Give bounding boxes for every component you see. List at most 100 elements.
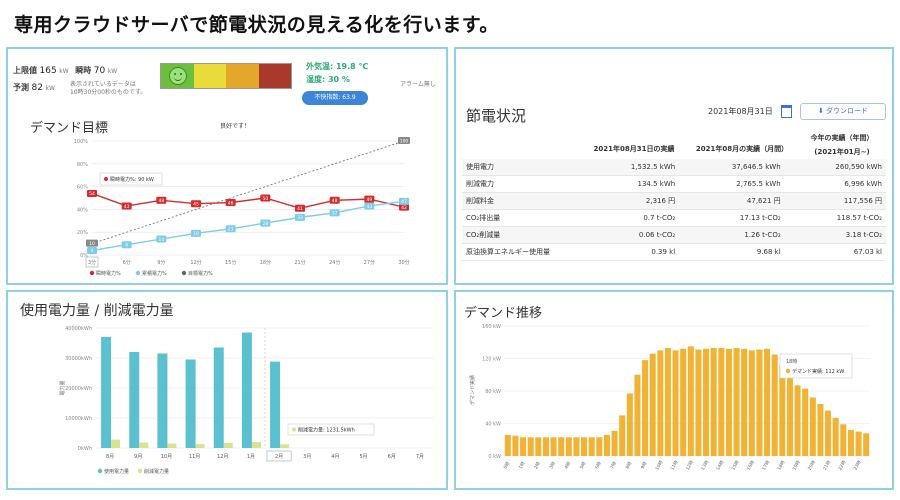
demand-bar	[725, 348, 732, 456]
x-tick-label: 9時	[640, 460, 649, 470]
x-tick-label: 11月	[189, 454, 200, 460]
saving-status-title: 節電状況	[466, 107, 527, 125]
demand-bar	[603, 434, 610, 456]
data-label: 28	[262, 221, 268, 227]
x-tick-label: 14時	[715, 459, 726, 471]
data-point	[87, 189, 97, 197]
level-good	[161, 64, 194, 88]
x-tick-label: 6時	[594, 460, 603, 470]
x-tick-label: 17時	[761, 459, 772, 471]
y-tick-label: 40%	[77, 207, 88, 213]
table-row: 削減電力 134.5 kWh 2,765.5 kWh 6,996 kWh	[462, 175, 886, 193]
demand-bar	[695, 349, 702, 456]
usage-bar	[213, 347, 224, 448]
cell-year: 3.18 t-CO₂	[784, 226, 886, 244]
tooltip-box	[287, 423, 375, 436]
saving-status-panel: 節電状況 2021年08月31日 ⬇ ダウンロード 2021年08月31日の実績…	[454, 47, 894, 285]
demand-bar	[794, 385, 801, 456]
y-tick-label: 60%	[77, 185, 88, 191]
demand-bar	[718, 347, 725, 456]
y-tick-label: 0 kW	[488, 454, 501, 460]
instant-value: 70	[93, 66, 106, 76]
demand-bar	[504, 434, 511, 456]
cell-label: 原油換算エネルギー使用量	[462, 243, 582, 261]
header-year-range: (2021年01月~)	[814, 148, 870, 156]
y-tick-label: 30000kWh	[65, 356, 92, 362]
upper-limit-label: 上限値	[13, 66, 37, 75]
forecast: 予測 82 kW	[13, 82, 55, 93]
table-row: 使用電力 1,532.5 kWh 37,646.5 kWh 260,590 kWh	[462, 159, 886, 176]
data-point	[295, 213, 305, 221]
x-tick-label: 15時	[731, 459, 742, 471]
data-point	[156, 196, 167, 204]
data-point	[364, 202, 375, 210]
x-tick-label: 5月	[359, 454, 367, 460]
date-picker[interactable]: 2021年08月31日	[708, 105, 793, 118]
demand-bar	[802, 388, 809, 456]
cell-label: 削減料金	[462, 192, 582, 210]
legend-marker	[181, 270, 187, 276]
cell-year: 118.57 t-CO₂	[784, 209, 886, 227]
cell-month: 37,646.5 kWh	[679, 159, 785, 176]
instant-label: 瞬時	[75, 66, 92, 75]
demand-bar	[680, 348, 687, 456]
tooltip-marker	[104, 177, 108, 181]
discomfort-index-button[interactable]: 不快指数: 63.9	[302, 91, 368, 105]
data-point	[260, 194, 271, 202]
demand-bar	[703, 348, 710, 456]
download-button[interactable]: ⬇ ダウンロード	[800, 103, 886, 120]
x-tick-label: 3分	[88, 259, 96, 266]
usage-panel: 使用電力量 / 削減電力量 40000kWh 30000kWh 20000kWh 10…	[6, 290, 448, 490]
legend-label: 目標電力%	[188, 270, 213, 277]
table-row: CO₂排出量 0.7 t-CO₂ 17.13 t-CO₂ 118.57 t-CO₂	[462, 209, 886, 227]
data-label: 42	[401, 205, 407, 211]
demand-bar	[558, 437, 565, 456]
data-label: 48	[158, 198, 164, 204]
data-point	[225, 199, 236, 207]
x-tick-label: 24分	[329, 259, 340, 266]
reduction-bar	[280, 444, 290, 448]
demand-transition-chart: 160 kW 120 kW 80 kW 40 kW 0 kW デマンド実績 0時 1時 2時 3時…	[469, 324, 870, 471]
usage-bar	[270, 361, 281, 448]
data-label: 48	[332, 198, 338, 204]
demand-bar	[626, 393, 633, 456]
x-tick-label: 7月	[416, 454, 424, 460]
upper-limit-unit: kW	[59, 68, 69, 75]
x-tick-label: 2時	[533, 460, 542, 470]
legend-marker	[137, 468, 143, 474]
tooltip-marker	[785, 368, 791, 374]
x-tick-label: 3時	[548, 460, 557, 470]
upper-limit-value: 165	[39, 66, 57, 76]
reduction-bar	[195, 444, 205, 448]
data-label: 14	[158, 237, 164, 243]
forecast-unit: kW	[45, 85, 55, 92]
demand-bar	[542, 437, 549, 456]
data-label: 49	[366, 197, 372, 203]
saving-table: 使用電力 1,532.5 kWh 37,646.5 kWh 260,590 kWh 削減…	[462, 159, 886, 261]
data-label: 43	[366, 204, 372, 210]
data-point	[225, 225, 236, 233]
cell-label: CO₂排出量	[462, 209, 582, 227]
data-label: 41	[297, 206, 303, 212]
data-point	[260, 219, 271, 227]
reduction-bar	[139, 442, 149, 448]
x-tick-label: 8時	[625, 460, 634, 470]
x-tick-label: 1月	[247, 454, 255, 460]
data-label: 19	[193, 231, 199, 237]
cell-day: 0.7 t-CO₂	[582, 209, 680, 227]
data-label: 9	[125, 243, 128, 249]
cell-month: 9.68 kl	[679, 243, 785, 261]
download-label: ダウンロード	[826, 107, 869, 115]
y-tick-label: 120 kW	[482, 357, 501, 363]
x-tick-label: 10時	[654, 459, 665, 471]
y-tick-label: 0%	[80, 253, 88, 259]
forecast-label: 予測	[13, 83, 29, 92]
demand-target-title: デマンド目標	[30, 121, 109, 136]
calendar-icon[interactable]	[781, 105, 793, 118]
x-tick-label: 9月	[134, 454, 142, 460]
demand-bar	[741, 348, 748, 456]
demand-bar	[786, 377, 793, 456]
date-value[interactable]: 2021年08月31日	[708, 107, 773, 116]
cell-month: 47,621 円	[679, 192, 785, 210]
cell-day: 0.06 t-CO₂	[582, 226, 680, 244]
